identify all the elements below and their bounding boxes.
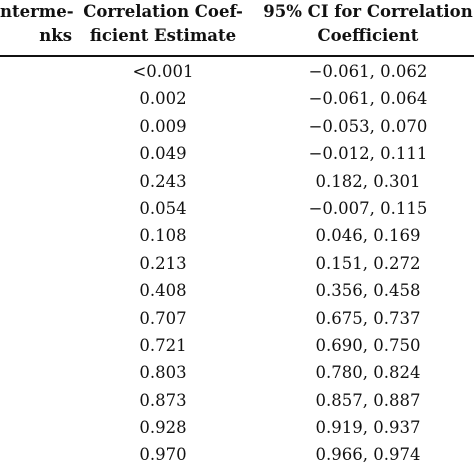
ci-cell: −0.012, 0.111 bbox=[308, 144, 428, 164]
estimate-cell: 0.108 bbox=[139, 226, 187, 246]
ci-cell: 0.151, 0.272 bbox=[315, 253, 421, 273]
header-left-line1: nterme- bbox=[0, 2, 74, 21]
ci-cell: 0.780, 0.824 bbox=[315, 363, 421, 383]
ci-cell: −0.061, 0.064 bbox=[308, 89, 428, 109]
ci-cell: 0.182, 0.301 bbox=[315, 171, 421, 191]
ci-cell: 0.690, 0.750 bbox=[315, 335, 421, 355]
estimate-cell: 0.721 bbox=[139, 335, 187, 355]
table-row: 0.721 0.690, 0.750 bbox=[0, 332, 474, 359]
table-row: 0.970 0.966, 0.974 bbox=[0, 441, 474, 468]
estimate-cell: 0.803 bbox=[139, 363, 187, 383]
header-ci-line1: 95% CI for Correlation bbox=[263, 2, 473, 21]
header-estimate-line1: Correlation Coef- bbox=[83, 2, 243, 21]
header-cell-left: nterme- nks bbox=[0, 0, 74, 48]
table-row: 0.873 0.857, 0.887 bbox=[0, 387, 474, 414]
ci-cell: 0.966, 0.974 bbox=[315, 445, 421, 465]
header-cell-ci: 95% CI for Correlation Coefficient bbox=[263, 0, 472, 48]
estimate-cell: 0.054 bbox=[139, 198, 187, 218]
ci-cell: 0.046, 0.169 bbox=[315, 226, 421, 246]
estimate-cell: 0.707 bbox=[139, 308, 187, 328]
estimate-cell: 0.408 bbox=[139, 281, 187, 301]
table-row: 0.408 0.356, 0.458 bbox=[0, 277, 474, 304]
table-row: 0.243 0.182, 0.301 bbox=[0, 168, 474, 195]
estimate-cell: 0.243 bbox=[139, 171, 187, 191]
header-estimate-line2: ficient Estimate bbox=[89, 26, 237, 45]
estimate-cell: 0.928 bbox=[139, 418, 187, 438]
ci-cell: 0.675, 0.737 bbox=[315, 308, 421, 328]
ci-cell: −0.061, 0.062 bbox=[308, 62, 428, 81]
table-row: 0.054 −0.007, 0.115 bbox=[0, 195, 474, 222]
estimate-cell: 0.213 bbox=[139, 253, 187, 273]
ci-cell: 0.857, 0.887 bbox=[315, 390, 421, 410]
estimate-cell: 0.049 bbox=[139, 144, 187, 164]
ci-cell: −0.007, 0.115 bbox=[308, 198, 428, 218]
header-ci-line2: Coefficient bbox=[317, 26, 419, 45]
table-body: <0.001 −0.061, 0.062 0.002 −0.061, 0.064… bbox=[0, 58, 474, 469]
ci-cell: −0.053, 0.070 bbox=[308, 116, 428, 136]
header-cell-estimate: Correlation Coef- ficient Estimate bbox=[83, 0, 243, 48]
table-row: 0.928 0.919, 0.937 bbox=[0, 414, 474, 441]
estimate-cell: <0.001 bbox=[132, 62, 194, 81]
table-row: 0.009 −0.053, 0.070 bbox=[0, 113, 474, 140]
estimate-cell: 0.873 bbox=[139, 390, 187, 410]
estimate-cell: 0.009 bbox=[139, 116, 187, 136]
ci-cell: 0.919, 0.937 bbox=[315, 418, 421, 438]
table-row: 0.108 0.046, 0.169 bbox=[0, 222, 474, 249]
estimate-cell: 0.002 bbox=[139, 89, 187, 109]
table-row: 0.707 0.675, 0.737 bbox=[0, 305, 474, 332]
estimate-cell: 0.970 bbox=[139, 445, 187, 465]
header-left-line2: nks bbox=[39, 26, 72, 45]
table-row: 0.213 0.151, 0.272 bbox=[0, 250, 474, 277]
table-row: <0.001 −0.061, 0.062 bbox=[0, 58, 474, 85]
table-row: 0.002 −0.061, 0.064 bbox=[0, 85, 474, 112]
table-row: 0.803 0.780, 0.824 bbox=[0, 359, 474, 386]
header-rule bbox=[0, 55, 474, 57]
ci-cell: 0.356, 0.458 bbox=[315, 281, 421, 301]
table-row: 0.049 −0.012, 0.111 bbox=[0, 140, 474, 167]
